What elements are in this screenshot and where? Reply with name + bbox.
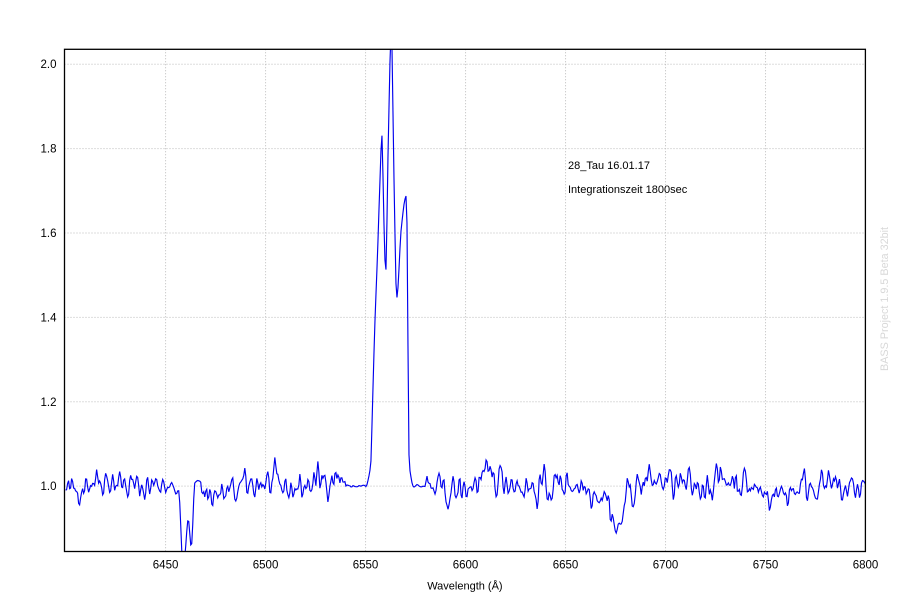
svg-text:2.0: 2.0 [41, 59, 57, 71]
svg-text:1.6: 1.6 [41, 228, 57, 240]
svg-text:6500: 6500 [253, 560, 279, 572]
svg-text:1.8: 1.8 [41, 144, 57, 156]
svg-text:28_Tau 16.01.17: 28_Tau 16.01.17 [568, 160, 650, 172]
svg-text:6550: 6550 [353, 560, 379, 572]
svg-text:6650: 6650 [553, 560, 579, 572]
svg-text:6750: 6750 [753, 560, 779, 572]
svg-text:1.4: 1.4 [41, 312, 58, 324]
svg-text:BASS Project 1.9.5 Beta 32bit: BASS Project 1.9.5 Beta 32bit [879, 227, 891, 371]
svg-text:6450: 6450 [153, 560, 179, 572]
svg-text:1.0: 1.0 [41, 481, 57, 493]
svg-text:Wavelength (Å): Wavelength (Å) [427, 580, 502, 593]
svg-text:1.2: 1.2 [41, 397, 57, 409]
svg-text:6800: 6800 [853, 560, 879, 572]
svg-text:Integrationszeit 1800sec: Integrationszeit 1800sec [568, 184, 688, 196]
svg-text:6700: 6700 [653, 560, 679, 572]
svg-text:6600: 6600 [453, 560, 479, 572]
